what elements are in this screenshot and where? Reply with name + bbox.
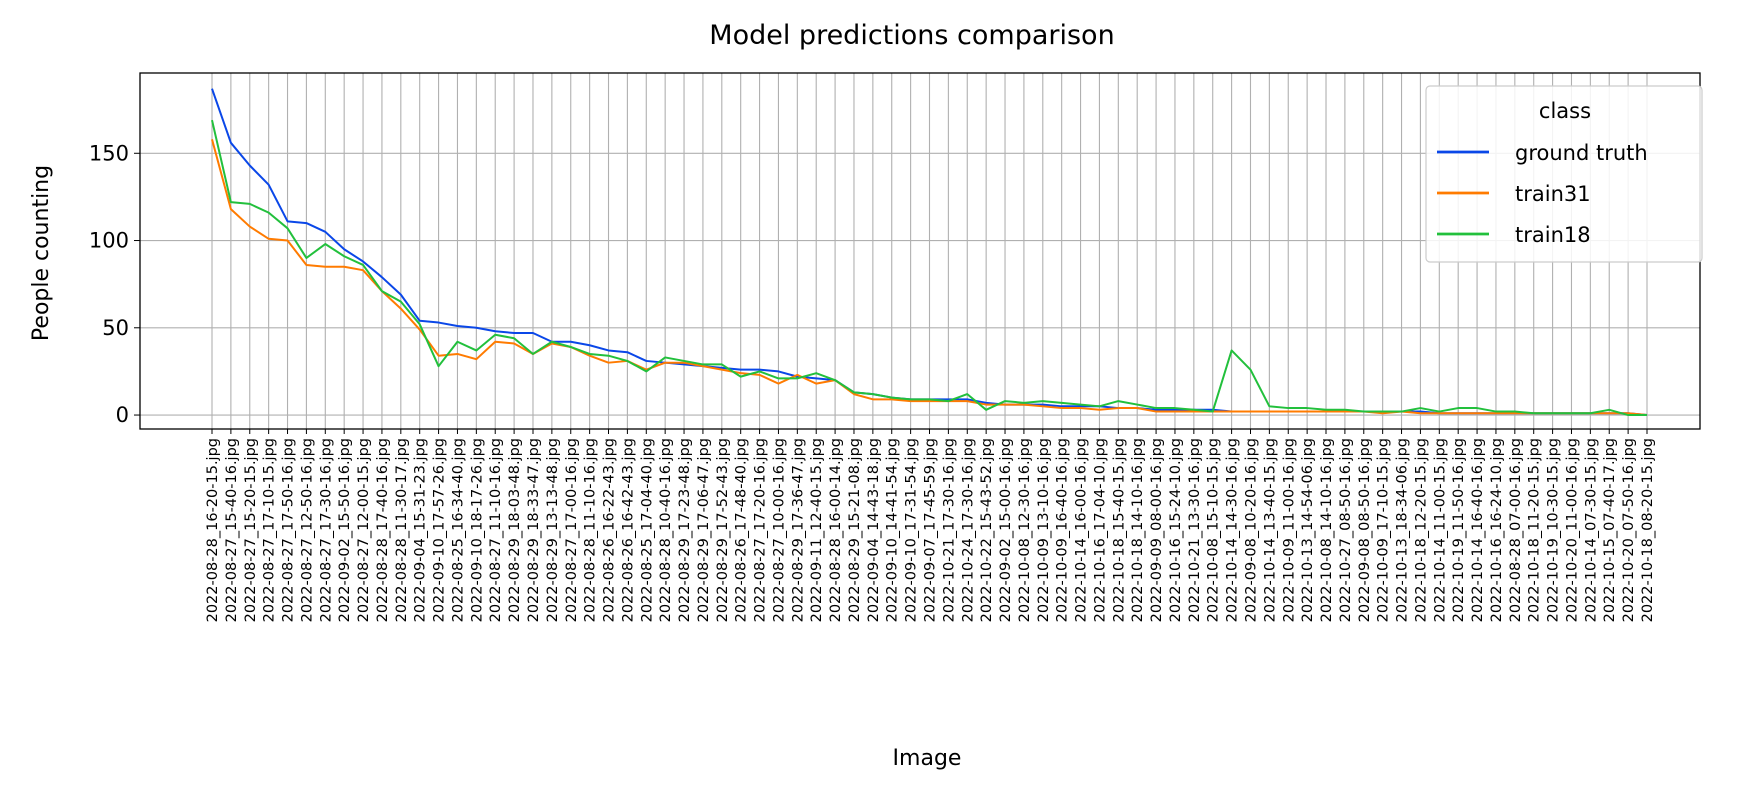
x-tick-label: 2022-08-27_17-50-16.jpg (281, 438, 297, 622)
series-line-train31 (211, 139, 1648, 417)
x-tick-label: 2022-08-28_07-00-16.jpg (1508, 438, 1524, 622)
x-tick-label: 2022-10-18_12-20-15.jpg (1413, 438, 1429, 622)
x-tick-label: 2022-10-08_15-10-15.jpg (1206, 438, 1222, 622)
x-tick-label: 2022-10-16_17-04-10.jpg (1092, 438, 1108, 622)
x-tick-label: 2022-08-27_17-20-16.jpg (753, 438, 769, 622)
y-tick-label: 50 (102, 316, 129, 340)
x-tick-label: 2022-10-14_11-00-15.jpg (1432, 438, 1448, 622)
x-tick-label: 2022-09-11_12-40-15.jpg (809, 438, 825, 622)
x-tick-label: 2022-10-16_16-24-10.jpg (1489, 438, 1505, 622)
chart-title: Model predictions comparison (709, 20, 1114, 51)
x-tick-label: 2022-08-27_17-10-15.jpg (262, 438, 278, 622)
x-tick-label: 2022-08-28_16-20-15.jpg (205, 438, 221, 622)
x-tick-label: 2022-08-27_12-50-16.jpg (299, 438, 315, 622)
x-tick-label: 2022-09-10_18-17-26.jpg (469, 438, 485, 622)
legend-box (1425, 85, 1703, 263)
x-tick-label: 2022-10-20_11-00-16.jpg (1564, 438, 1580, 622)
x-tick-label: 2022-10-08_14-10-16.jpg (1319, 438, 1335, 622)
legend-label: train18 (1515, 223, 1591, 247)
y-tick-label: 0 (116, 403, 129, 427)
y-axis: 0 50 100 150 (89, 141, 140, 427)
x-tick-label: 2022-10-14_16-00-16.jpg (1074, 438, 1090, 622)
x-tick-label: 2022-09-07_17-45-59.jpg (923, 438, 939, 622)
series-line-train18 (211, 119, 1647, 417)
x-tick-label: 2022-10-21_17-30-16.jpg (941, 438, 957, 622)
x-tick-label: 2022-10-14_16-40-16.jpg (1470, 438, 1486, 622)
x-axis: 2022-08-28_16-20-15.jpg 2022-08-27_15-40-… (205, 429, 1656, 622)
x-tick-label: 2022-10-14_13-40-15.jpg (1262, 438, 1278, 622)
x-tick-label: 2022-09-08_08-50-16.jpg (1357, 438, 1373, 622)
x-tick-label: 2022-09-09_08-00-16.jpg (1149, 438, 1165, 622)
x-tick-label: 2022-08-27_15-20-15.jpg (243, 438, 259, 622)
x-tick-label: 2022-10-14_14-30-16.jpg (1225, 438, 1241, 622)
x-tick-label: 2022-08-29_17-06-47.jpg (696, 438, 712, 622)
x-tick-label: 2022-09-02_15-00-16.jpg (998, 438, 1014, 622)
x-tick-label: 2022-08-27_11-10-16.jpg (488, 438, 504, 622)
legend-label: ground truth (1515, 141, 1648, 165)
x-tick-label: 2022-08-27_15-40-16.jpg (224, 438, 240, 622)
x-tick-label: 2022-08-28_16-00-14.jpg (828, 438, 844, 622)
x-tick-label: 2022-10-09_13-10-16.jpg (1036, 438, 1052, 622)
x-tick-label: 2022-08-25_17-04-40.jpg (639, 438, 655, 622)
x-tick-label: 2022-08-29_17-36-47.jpg (790, 438, 806, 622)
x-tick-label: 2022-10-19_10-30-15.jpg (1546, 438, 1562, 622)
x-tick-label: 2022-10-09_16-40-16.jpg (1055, 438, 1071, 622)
x-tick-label: 2022-08-29_18-03-48.jpg (507, 438, 523, 622)
x-tick-label: 2022-10-16_15-24-10.jpg (1168, 438, 1184, 622)
x-tick-label: 2022-10-18_14-10-16.jpg (1130, 438, 1146, 622)
y-axis-label: People counting (29, 165, 54, 341)
x-tick-label: 2022-08-27_17-30-16.jpg (318, 438, 334, 622)
y-tick-label: 150 (89, 141, 129, 165)
x-tick-label: 2022-09-04_14-43-18.jpg (866, 438, 882, 622)
x-tick-label: 2022-10-09_11-00-16.jpg (1281, 438, 1297, 622)
x-tick-label: 2022-08-27_17-00-16.jpg (564, 438, 580, 622)
x-tick-label: 2022-10-08_12-30-16.jpg (1017, 438, 1033, 622)
x-tick-label: 2022-10-22_15-43-52.jpg (979, 438, 995, 622)
x-tick-label: 2022-10-13_18-34-06.jpg (1395, 438, 1411, 622)
x-tick-label: 2022-08-28_17-40-16.jpg (375, 438, 391, 622)
x-tick-label: 2022-10-09_17-10-15.jpg (1376, 438, 1392, 622)
x-tick-label: 2022-10-18_11-20-15.jpg (1527, 438, 1543, 622)
x-tick-label: 2022-09-08_10-20-16.jpg (1243, 438, 1259, 622)
x-tick-label: 2022-10-20_07-50-16.jpg (1621, 438, 1637, 622)
x-tick-label: 2022-08-28_10-40-16.jpg (658, 438, 674, 622)
x-tick-label: 2022-10-21_13-30-16.jpg (1187, 438, 1203, 622)
x-tick-label: 2022-08-29_17-52-43.jpg (715, 438, 731, 622)
x-tick-label: 2022-10-19_11-50-16.jpg (1451, 438, 1467, 622)
x-tick-label: 2022-09-10_14-41-54.jpg (885, 438, 901, 622)
x-tick-label: 2022-08-29_15-21-08.jpg (847, 438, 863, 622)
x-tick-label: 2022-08-29_13-13-48.jpg (545, 438, 561, 622)
x-tick-label: 2022-10-14_07-30-15.jpg (1583, 438, 1599, 622)
x-tick-label: 2022-08-28_11-10-16.jpg (583, 438, 599, 622)
x-tick-label: 2022-08-26_16-42-43.jpg (620, 438, 636, 622)
x-tick-label: 2022-08-27_10-00-16.jpg (771, 438, 787, 622)
x-tick-label: 2022-08-27_12-00-15.jpg (356, 438, 372, 622)
x-tick-label: 2022-10-18_15-40-15.jpg (1111, 438, 1127, 622)
x-tick-label: 2022-08-26_16-22-43.jpg (602, 438, 618, 622)
legend: class ground truth train31 train18 (1425, 85, 1703, 263)
x-tick-label: 2022-08-29_17-23-48.jpg (677, 438, 693, 622)
x-tick-label: 2022-08-26_17-48-40.jpg (734, 438, 750, 622)
x-tick-label: 2022-08-25_16-34-40.jpg (450, 438, 466, 622)
legend-title: class (1539, 99, 1591, 123)
legend-label: train31 (1515, 182, 1591, 206)
series-layer (211, 88, 1648, 417)
x-tick-label: 2022-09-10_17-31-54.jpg (904, 438, 920, 622)
y-tick-label: 100 (89, 229, 129, 253)
x-tick-label: 2022-09-10_17-57-26.jpg (432, 438, 448, 622)
x-axis-label: Image (893, 746, 962, 771)
x-tick-label: 2022-10-27_08-50-16.jpg (1338, 438, 1354, 622)
x-tick-label: 2022-10-13_14-54-06.jpg (1300, 438, 1316, 622)
x-tick-label: 2022-10-24_17-30-16.jpg (960, 438, 976, 622)
x-tick-label: 2022-09-02_15-50-16.jpg (337, 438, 353, 622)
x-tick-label: 2022-10-18_08-20-15.jpg (1640, 438, 1656, 622)
x-tick-label: 2022-10-15_07-40-17.jpg (1602, 438, 1618, 622)
x-tick-label: 2022-08-29_18-33-47.jpg (526, 438, 542, 622)
x-tick-label: 2022-08-28_11-30-17.jpg (394, 438, 410, 622)
x-tick-label: 2022-09-04_15-31-23.jpg (413, 438, 429, 622)
